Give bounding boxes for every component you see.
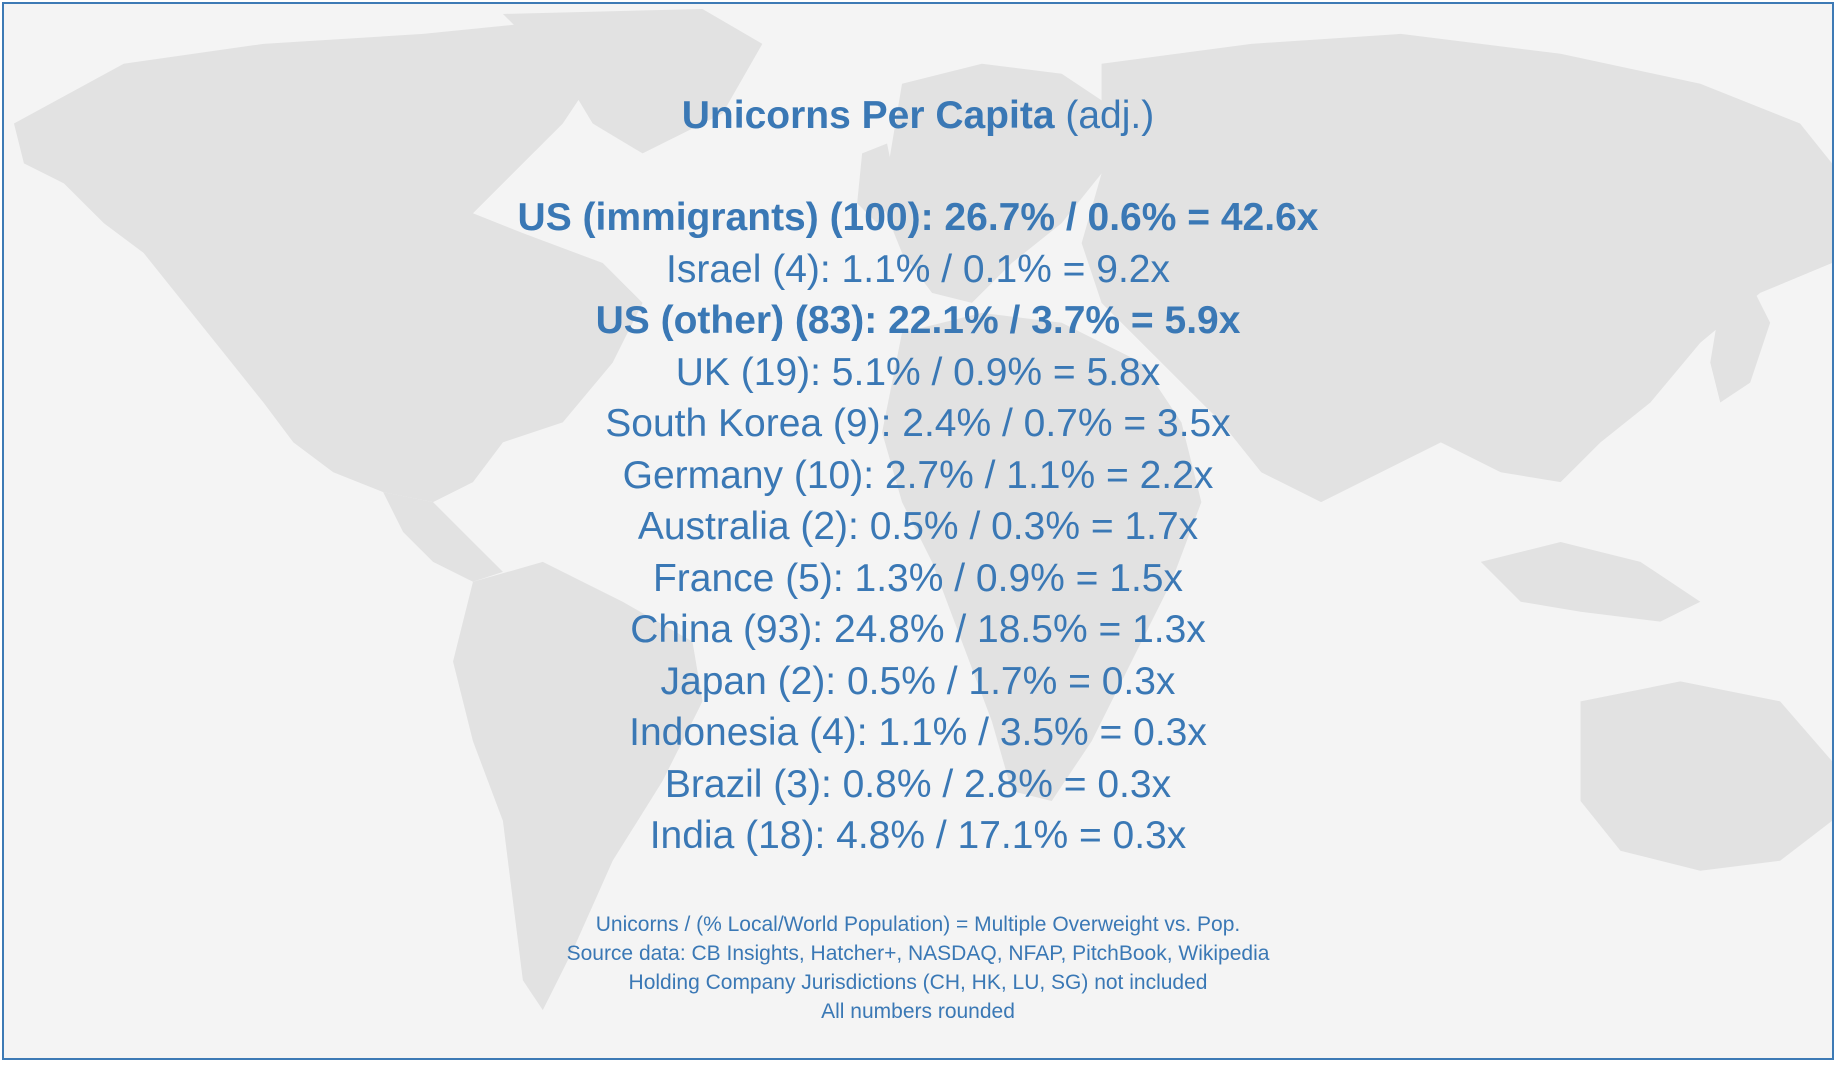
list-item: Japan (2): 0.5% / 1.7% = 0.3x (660, 659, 1176, 703)
list-item: South Korea (9): 2.4% / 0.7% = 3.5x (605, 402, 1231, 445)
footnote-source: Source data: CB Insights, Hatcher+, NASD… (566, 942, 1270, 965)
list-item: Germany (10): 2.7% / 1.1% = 2.2x (622, 453, 1214, 497)
list-item: UK (19): 5.1% / 0.9% = 5.8x (675, 350, 1161, 394)
europe-shape (882, 63, 1122, 303)
list-item: US (other) (83): 22.1% / 3.7% = 5.9x (595, 299, 1241, 342)
world-map-background (13, 8, 1832, 1011)
ratio-list: US (immigrants) (100): 26.7% / 0.6% = 42… (4, 192, 1832, 862)
footnote-jurisdictions: Holding Company Jurisdictions (CH, HK, L… (628, 971, 1208, 994)
australia-shape (1580, 681, 1832, 871)
north-america-shape (13, 23, 643, 503)
list-item: US (immigrants) (100): 26.7% / 0.6% = 42… (517, 196, 1319, 239)
footnote-rounding: All numbers rounded (821, 1000, 1015, 1023)
list-item: France (5): 1.3% / 0.9% = 1.5x (652, 556, 1183, 600)
list-item: India (18): 4.8% / 17.1% = 0.3x (649, 814, 1187, 857)
list-item: Australia (2): 0.5% / 0.3% = 1.7x (637, 505, 1199, 548)
list-item: Brazil (3): 0.8% / 2.8% = 0.3x (664, 762, 1172, 806)
list-item: Israel (4): 1.1% / 0.1% = 9.2x (666, 247, 1170, 291)
title-suffix: (adj.) (1054, 94, 1155, 137)
greenland-shape (502, 8, 763, 154)
central-america-shape (383, 492, 503, 582)
page-title: Unicorns Per Capita (adj.) (4, 92, 1832, 140)
list-item: China (93): 24.8% / 18.5% = 1.3x (630, 608, 1206, 651)
uk-shape (857, 143, 898, 224)
footnotes: Unicorns / (% Local/World Population) = … (4, 910, 1832, 1026)
africa-shape (882, 312, 1202, 801)
japan-shape (1710, 282, 1771, 403)
footnote-formula: Unicorns / (% Local/World Population) = … (595, 913, 1241, 936)
asia-shape (1081, 33, 1832, 503)
se-asia-shape (1480, 541, 1701, 622)
list-item: Indonesia (4): 1.1% / 3.5% = 0.3x (629, 711, 1207, 754)
title-main: Unicorns Per Capita (681, 94, 1055, 137)
south-america-shape (453, 561, 703, 1011)
